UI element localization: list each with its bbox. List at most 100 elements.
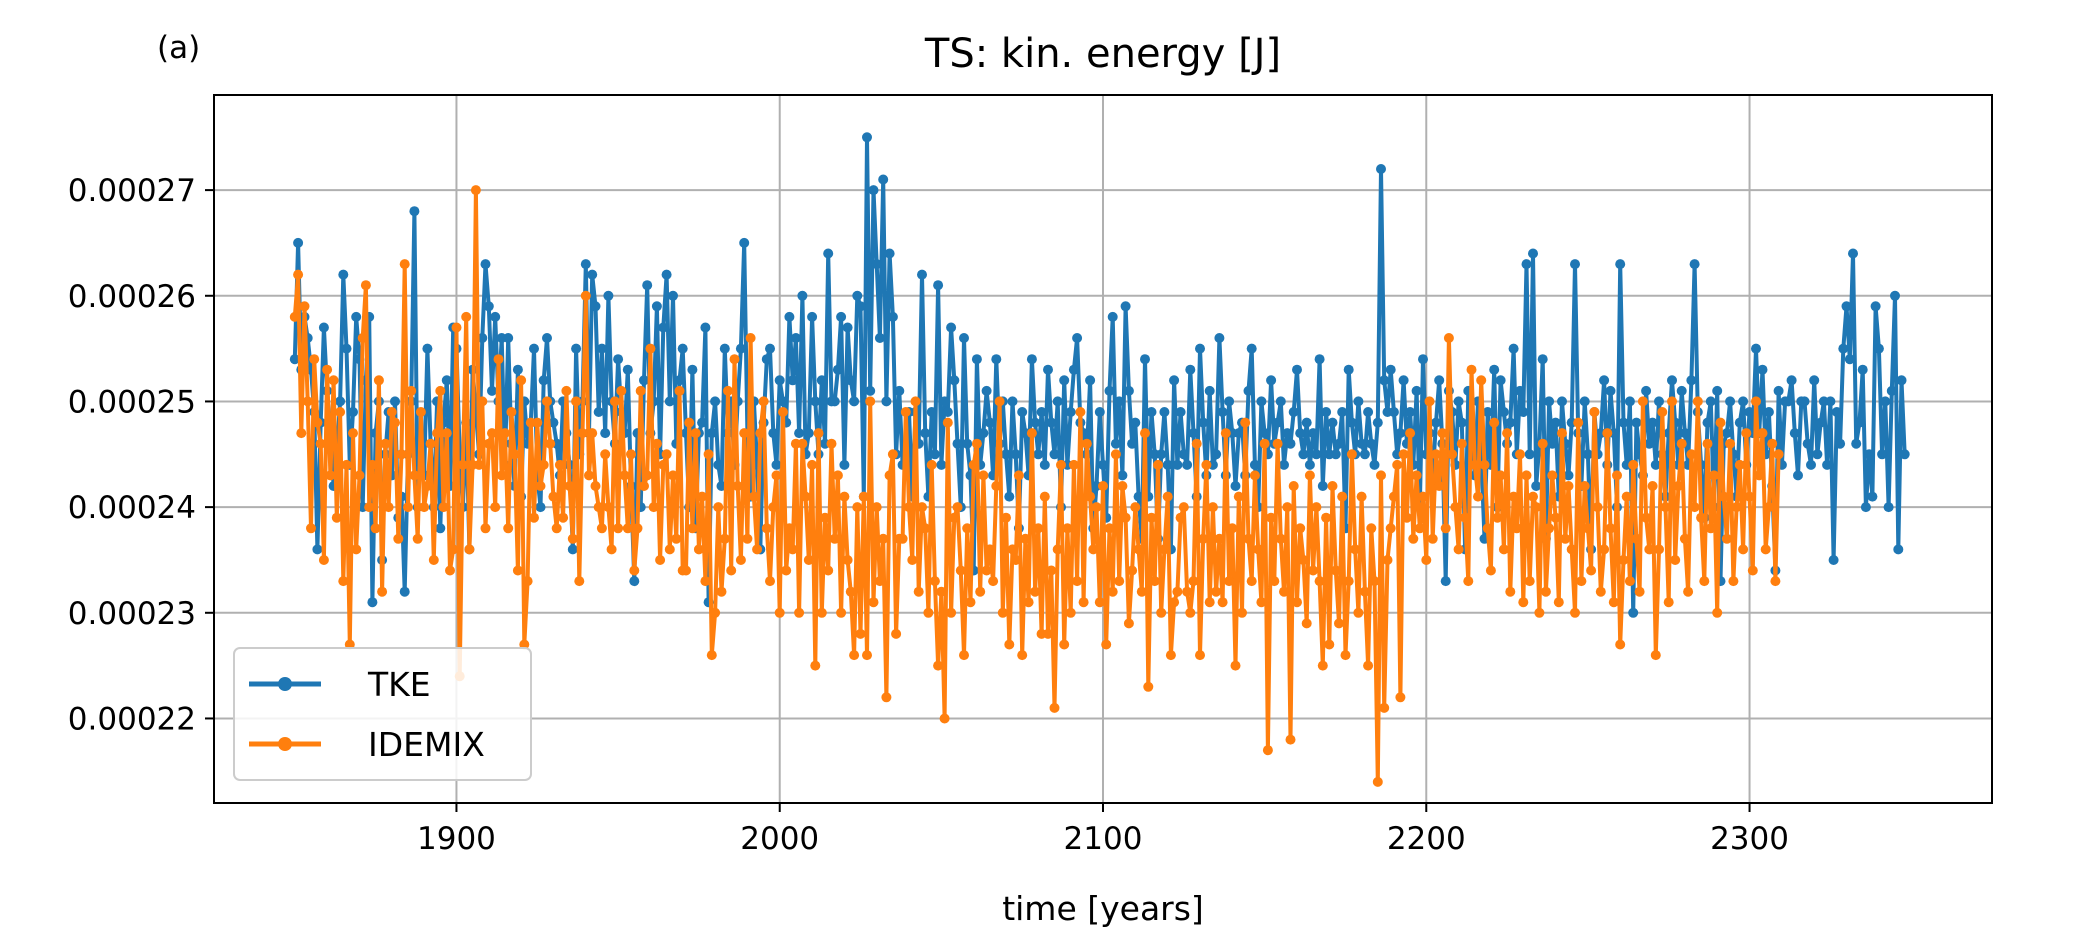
data-point-tke: [409, 206, 420, 217]
data-point-idemix: [981, 565, 992, 576]
data-point-tke: [778, 396, 788, 407]
data-point-idemix: [975, 586, 986, 597]
data-point-idemix: [1023, 597, 1034, 608]
data-point-tke: [538, 375, 549, 386]
data-point-idemix: [1550, 512, 1561, 523]
data-point-idemix: [1599, 544, 1610, 555]
data-point-idemix: [435, 385, 446, 396]
data-point-tke: [1372, 417, 1383, 428]
data-point-idemix: [1230, 660, 1241, 671]
data-point-idemix: [910, 396, 921, 407]
data-point-tke: [849, 396, 860, 407]
data-point-idemix: [955, 565, 966, 576]
data-point-idemix: [496, 470, 507, 481]
data-point-tke: [1440, 576, 1451, 587]
data-point-tke: [1411, 385, 1422, 396]
data-point-idemix: [409, 470, 420, 481]
data-point-idemix: [845, 586, 856, 597]
data-point-idemix: [1075, 407, 1086, 417]
data-point-tke: [1314, 354, 1325, 365]
data-point-idemix: [1068, 459, 1079, 470]
data-point-tke: [1068, 364, 1079, 375]
data-point-idemix: [626, 449, 636, 460]
data-point-tke: [1159, 407, 1170, 417]
data-point-idemix: [1505, 586, 1516, 597]
data-point-idemix: [1498, 544, 1509, 555]
data-point-tke: [1860, 502, 1871, 513]
data-point-idemix: [1262, 745, 1273, 756]
data-point-idemix: [1502, 428, 1513, 439]
data-point-tke: [1557, 396, 1567, 407]
data-point-idemix: [1647, 481, 1658, 491]
data-point-tke: [1385, 364, 1396, 375]
data-point-idemix: [684, 417, 695, 428]
data-point-idemix: [1395, 692, 1406, 703]
data-point-idemix: [949, 512, 960, 523]
data-point-tke: [1256, 396, 1267, 407]
data-point-idemix: [887, 449, 898, 460]
data-point-idemix: [1460, 512, 1471, 523]
data-point-tke: [1279, 459, 1289, 470]
data-point-idemix: [839, 491, 850, 502]
data-point-tke: [677, 343, 688, 354]
data-point-idemix: [596, 523, 607, 534]
data-point-tke: [1515, 385, 1525, 396]
data-point-tke: [1043, 364, 1053, 375]
data-point-idemix: [1547, 470, 1558, 481]
data-point-idemix: [1450, 502, 1461, 513]
data-point-idemix: [800, 491, 811, 502]
data-point-idemix: [1046, 565, 1057, 576]
data-point-idemix: [1398, 449, 1409, 460]
data-point-idemix: [1770, 576, 1781, 587]
data-point-idemix: [1279, 586, 1289, 597]
data-point-tke: [1123, 385, 1134, 396]
data-point-tke: [878, 174, 889, 185]
data-point-idemix: [726, 565, 737, 576]
data-point-tke: [1705, 396, 1716, 407]
data-point-idemix: [1760, 544, 1771, 555]
data-point-idemix: [1663, 597, 1674, 608]
data-point-idemix: [296, 428, 307, 439]
data-point-idemix: [1602, 428, 1613, 439]
data-point-idemix: [1544, 523, 1555, 534]
data-point-idemix: [1553, 597, 1564, 608]
data-point-idemix: [1227, 523, 1238, 534]
data-point-tke: [1039, 459, 1050, 470]
data-point-idemix: [823, 565, 834, 576]
data-point-tke: [887, 311, 898, 322]
data-point-tke: [1098, 459, 1108, 470]
data-point-tke: [1198, 417, 1209, 428]
data-point-idemix: [1288, 481, 1299, 491]
data-point-tke: [842, 322, 853, 333]
data-point-idemix: [865, 396, 876, 407]
data-point-tke: [613, 354, 624, 365]
data-point-tke: [1288, 407, 1299, 417]
data-point-tke: [1579, 396, 1590, 407]
data-point-idemix: [1321, 512, 1332, 523]
data-point-idemix: [858, 491, 869, 502]
data-point-tke: [1786, 375, 1797, 386]
data-point-idemix: [907, 555, 918, 565]
data-point-idemix: [1696, 512, 1707, 523]
series-idemix: [289, 185, 1784, 787]
data-point-idemix: [1515, 449, 1525, 460]
data-point-tke: [991, 354, 1002, 365]
legend[interactable]: TKE IDEMIX: [233, 647, 532, 781]
data-point-idemix: [441, 428, 452, 439]
data-point-idemix: [710, 607, 721, 618]
data-point-idemix: [739, 428, 750, 439]
data-point-idemix: [1256, 597, 1267, 608]
data-point-idemix: [567, 533, 578, 544]
data-point-idemix: [1220, 428, 1231, 439]
data-point-idemix: [810, 660, 821, 671]
data-point-idemix: [959, 650, 969, 661]
data-point-idemix: [671, 533, 682, 544]
data-point-idemix: [603, 502, 614, 513]
data-point-tke: [348, 407, 358, 417]
data-point-idemix: [1385, 523, 1396, 534]
data-point-tke: [1188, 428, 1199, 439]
data-point-idemix: [1136, 586, 1147, 597]
data-point-tke: [512, 364, 523, 375]
data-point-idemix: [913, 586, 924, 597]
data-point-idemix: [403, 502, 413, 513]
